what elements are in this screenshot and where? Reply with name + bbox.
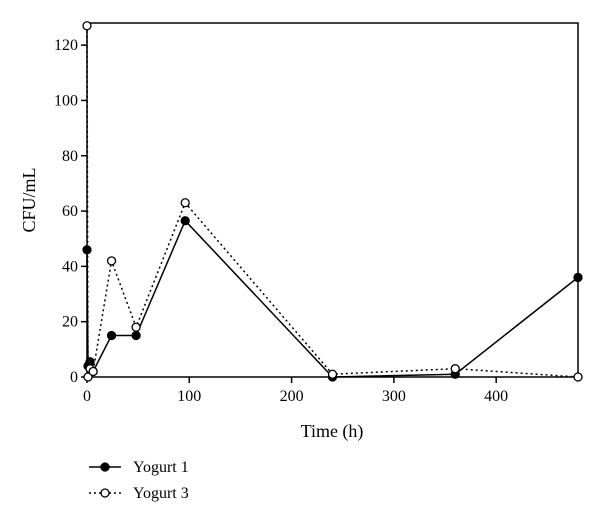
y-axis-ticks: 0 20 40 60 80 100 120	[54, 37, 87, 386]
legend-item: Yogurt 3	[89, 485, 189, 502]
x-tick-label: 200	[280, 388, 304, 405]
plot-frame	[86, 22, 579, 378]
y-tick-label: 20	[62, 314, 78, 331]
x-tick-label: 300	[382, 388, 406, 405]
y-tick-label: 80	[62, 148, 78, 165]
data-point	[88, 366, 98, 377]
x-axis-title: Time (h)	[301, 421, 364, 442]
data-point	[131, 322, 141, 332]
data-point	[573, 272, 583, 283]
y-tick-label: 60	[62, 203, 78, 220]
series-line	[86, 219, 579, 378]
series-yogurt-1	[82, 216, 583, 382]
y-tick-label: 40	[62, 258, 78, 275]
legend-marker	[100, 462, 110, 472]
y-axis-title: CFU/mL	[19, 167, 39, 232]
series-yogurt-3	[82, 21, 583, 382]
data-point	[106, 256, 117, 266]
legend: Yogurt 1 Yogurt 3	[89, 459, 189, 502]
data-point	[82, 245, 92, 255]
y-tick-label: 120	[54, 37, 78, 54]
data-point	[327, 369, 338, 379]
legend-label: Yogurt 3	[133, 485, 189, 502]
data-point	[106, 330, 117, 341]
data-point	[131, 330, 141, 341]
data-point	[82, 21, 92, 31]
data-point	[180, 198, 190, 208]
data-point	[450, 364, 460, 374]
x-tick-label: 100	[177, 388, 201, 405]
series-layer	[82, 21, 583, 382]
data-point	[180, 216, 190, 226]
y-tick-label: 0	[70, 369, 78, 386]
data-point	[83, 372, 93, 382]
data-point	[573, 372, 583, 382]
x-tick-label: 0	[83, 388, 91, 405]
y-tick-label: 100	[54, 92, 78, 109]
legend-item: Yogurt 1	[89, 459, 189, 476]
series-line	[86, 25, 579, 378]
x-tick-label: 400	[484, 388, 508, 405]
legend-label: Yogurt 1	[133, 459, 189, 476]
plot-border	[86, 22, 579, 378]
x-axis-ticks: 0 100 200 300 400	[83, 377, 508, 405]
legend-marker	[100, 488, 110, 498]
